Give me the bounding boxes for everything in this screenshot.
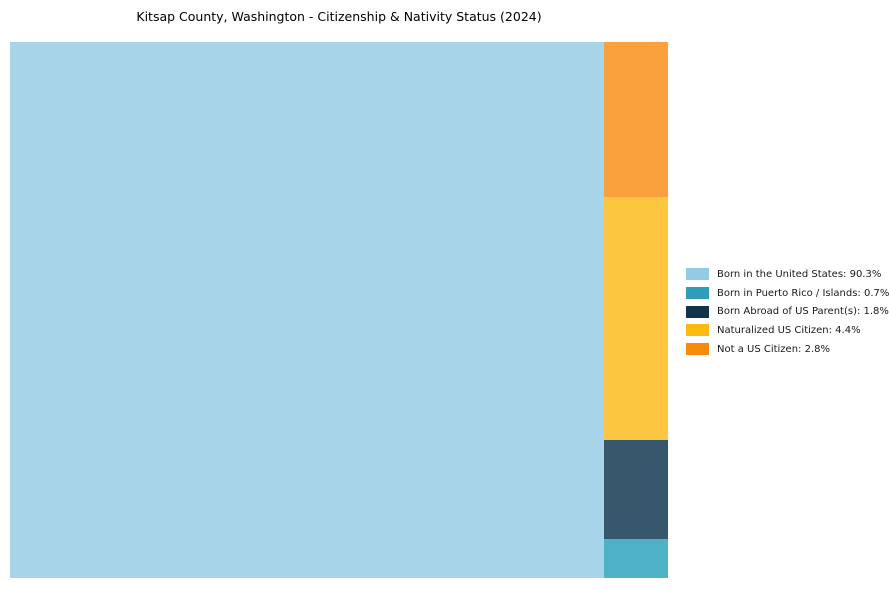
- legend: Born in the United States: 90.3% Born in …: [686, 265, 889, 358]
- legend-swatch-not-a-us-citizen: [686, 343, 709, 356]
- legend-row-naturalized-us-citizen: Naturalized US Citizen: 4.4%: [686, 321, 889, 340]
- legend-swatch-naturalized-us-citizen: [686, 324, 709, 337]
- chart-title: Kitsap County, Washington - Citizenship …: [136, 9, 542, 24]
- legend-row-born-in-the-united-states: Born in the United States: 90.3%: [686, 265, 889, 284]
- treemap-rect-born-in-puerto-rico-islands: [604, 539, 668, 578]
- legend-label: Born in the United States: 90.3%: [717, 268, 882, 280]
- treemap: [10, 42, 668, 578]
- treemap-rect-not-a-us-citizen: [604, 42, 668, 197]
- legend-row-born-abroad-of-us-parent-s: Born Abroad of US Parent(s): 1.8%: [686, 302, 889, 321]
- treemap-rect-born-in-the-united-states: [10, 42, 605, 578]
- legend-label: Naturalized US Citizen: 4.4%: [717, 324, 861, 336]
- legend-swatch-born-in-puerto-rico-islands: [686, 287, 709, 300]
- legend-label: Born in Puerto Rico / Islands: 0.7%: [717, 287, 889, 299]
- treemap-rect-born-abroad-of-us-parent-s: [604, 439, 668, 540]
- legend-row-not-a-us-citizen: Not a US Citizen: 2.8%: [686, 340, 889, 359]
- treemap-rect-naturalized-us-citizen: [604, 196, 668, 440]
- legend-label: Not a US Citizen: 2.8%: [717, 343, 831, 355]
- legend-swatch-born-in-the-united-states: [686, 268, 709, 281]
- legend-label: Born Abroad of US Parent(s): 1.8%: [717, 306, 889, 318]
- legend-row-born-in-puerto-rico-islands: Born in Puerto Rico / Islands: 0.7%: [686, 284, 889, 303]
- legend-swatch-born-abroad-of-us-parent-s: [686, 305, 709, 318]
